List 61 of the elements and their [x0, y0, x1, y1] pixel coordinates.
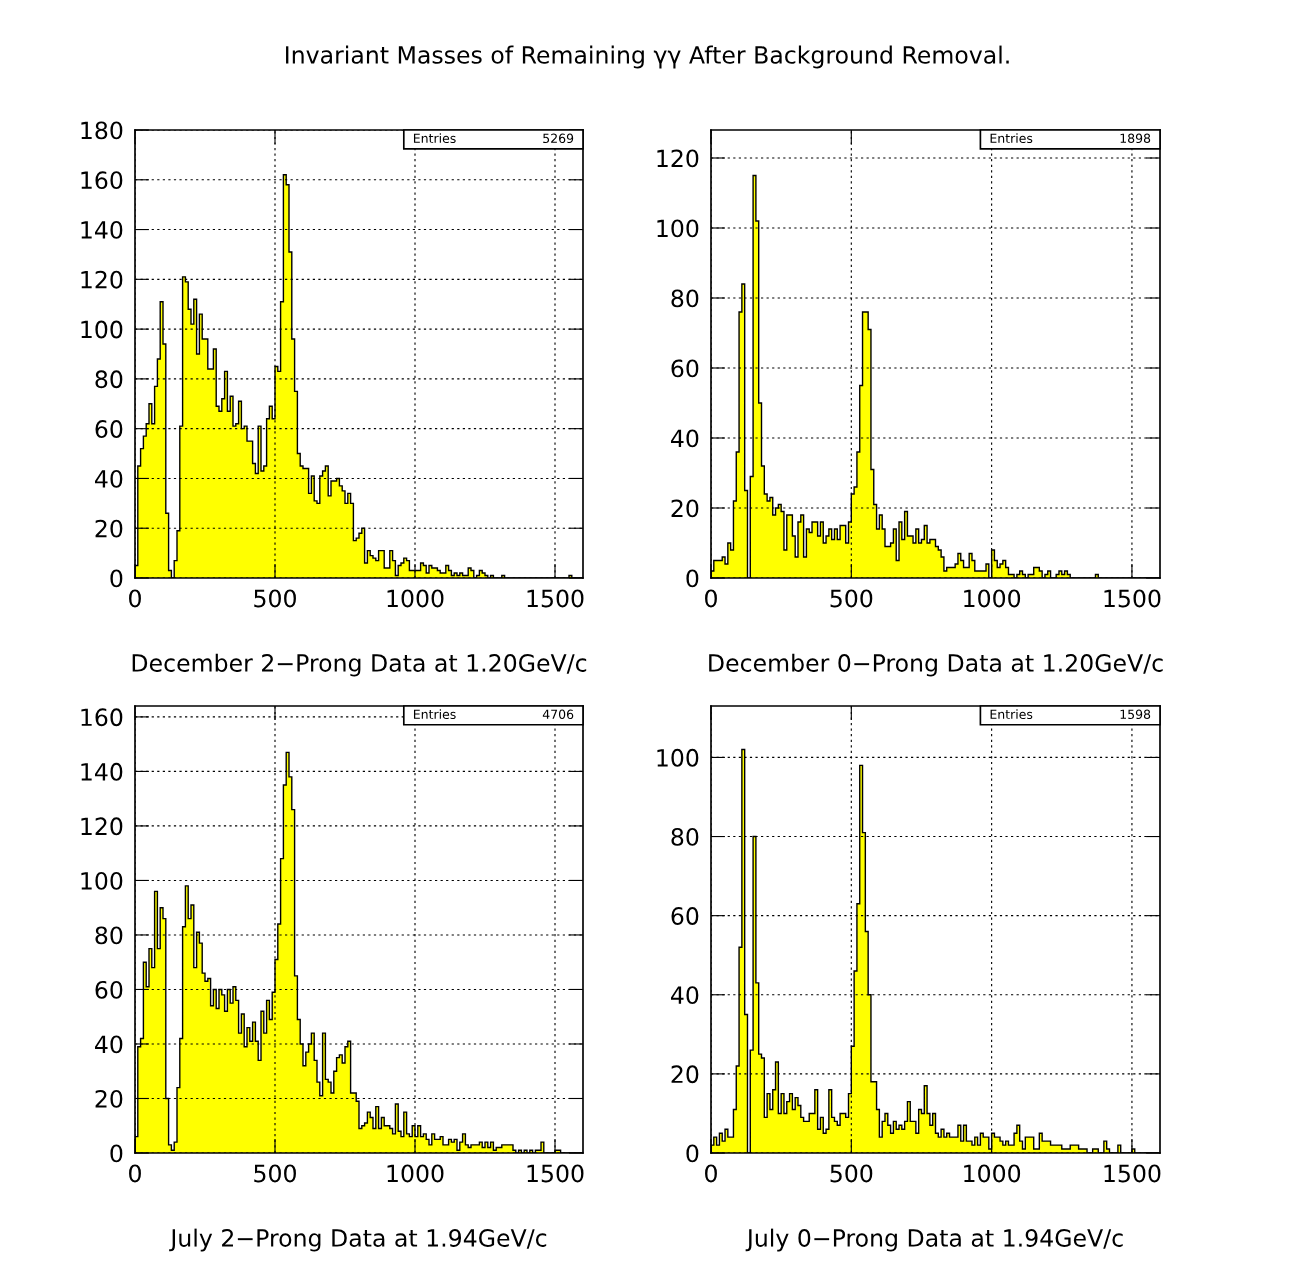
x-tick-label: 1500 [1104, 1164, 1161, 1183]
y-tick-label: 120 [657, 149, 699, 168]
x-tick-label: 1000 [387, 589, 444, 608]
x-tick-label: 1000 [387, 1164, 444, 1183]
y-tick-label: 80 [95, 926, 123, 945]
x-tick-label: 500 [254, 1164, 296, 1183]
y-tick-label: 0 [686, 1144, 699, 1163]
y-tick-label: 60 [671, 907, 699, 925]
x-tick-label: 1000 [964, 589, 1021, 608]
y-tick-label: 20 [671, 499, 699, 518]
y-tick-label: 160 [81, 171, 123, 190]
y-tick-label: 140 [81, 221, 123, 239]
y-tick-label: 60 [95, 420, 123, 438]
y-tick-label: 0 [110, 569, 123, 588]
y-tick-label: 140 [81, 762, 123, 781]
y-tick-label: 80 [671, 827, 699, 846]
y-tick-label: 20 [95, 519, 123, 538]
x-axis-title: December 2−Prong Data at 1.20GeV/c [132, 653, 587, 677]
y-tick-label: 20 [95, 1089, 123, 1108]
y-tick-label: 40 [95, 469, 123, 488]
y-tick-label: 80 [671, 289, 699, 308]
annotation: 1598 [1120, 709, 1151, 720]
x-tick-label: 0 [705, 589, 717, 608]
x-axis-title: July 2−Prong Data at 1.94GeV/c [169, 1228, 547, 1252]
text: Invariant Masses of Remaining γγ After Background Removal. [286, 45, 1009, 69]
annotation: 5269 [543, 133, 574, 144]
y-tick-label: 100 [657, 748, 699, 767]
annotation: Entries [413, 133, 456, 144]
y-tick-label: 120 [81, 817, 123, 836]
x-tick-label: 500 [830, 1164, 873, 1183]
x-tick-label: 1500 [527, 589, 584, 608]
y-tick-label: 100 [81, 320, 123, 339]
y-tick-label: 40 [671, 986, 699, 1005]
x-tick-label: 0 [129, 1164, 141, 1183]
x-axis-title: July 0−Prong Data at 1.94GeV/c [745, 1228, 1123, 1252]
x-tick-label: 1000 [964, 1164, 1021, 1183]
y-tick-label: 100 [657, 219, 699, 238]
y-tick-label: 80 [95, 370, 123, 389]
x-tick-label: 0 [129, 589, 141, 608]
annotation: Entries [990, 709, 1033, 720]
x-tick-label: 1500 [1104, 589, 1161, 608]
annotation: Entries [990, 133, 1033, 144]
y-tick-label: 40 [671, 429, 699, 448]
y-tick-label: 40 [95, 1035, 123, 1054]
annotation: 4706 [542, 709, 574, 720]
x-tick-label: 0 [705, 1164, 717, 1183]
y-tick-label: 0 [686, 569, 699, 588]
y-tick-label: 160 [81, 708, 123, 727]
x-axis-title: December 0−Prong Data at 1.20GeV/c [709, 653, 1163, 677]
annotation: 1898 [1120, 133, 1151, 144]
y-tick-label: 60 [671, 359, 699, 378]
y-tick-label: 20 [671, 1065, 699, 1084]
x-tick-label: 500 [254, 589, 296, 608]
annotation: Entries [413, 709, 456, 720]
y-tick-label: 180 [81, 121, 123, 140]
y-tick-label: 60 [95, 980, 123, 999]
x-tick-label: 500 [830, 589, 873, 608]
y-tick-label: 0 [110, 1144, 123, 1163]
y-tick-label: 120 [81, 270, 123, 289]
y-tick-label: 100 [81, 871, 123, 890]
x-tick-label: 1500 [527, 1164, 584, 1183]
